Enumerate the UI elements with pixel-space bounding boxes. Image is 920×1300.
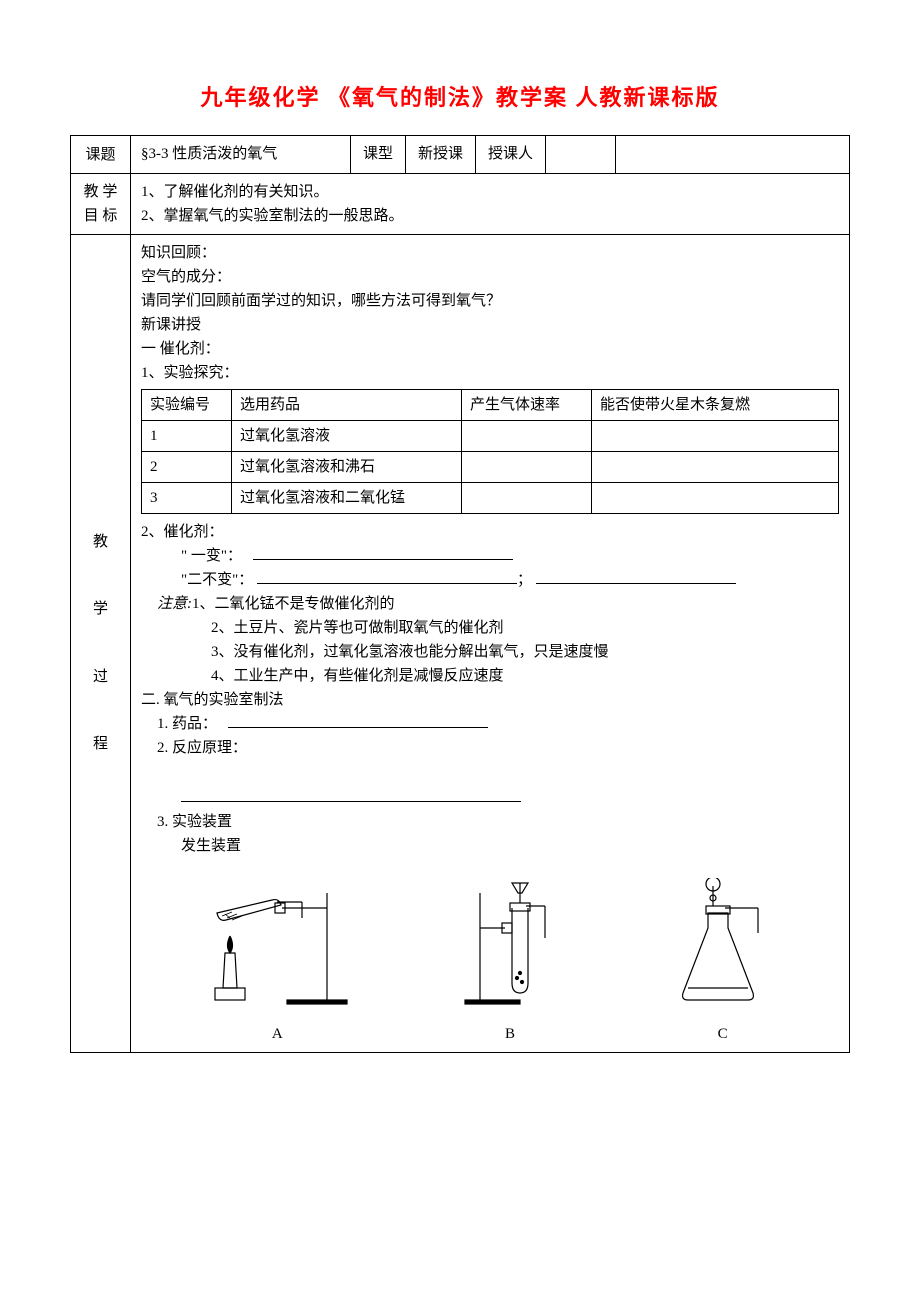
- th-3: 产生气体速率: [462, 390, 592, 421]
- device-b-label: B: [450, 1022, 570, 1046]
- page-title: 九年级化学 《氧气的制法》教学案 人教新课标版: [70, 80, 850, 115]
- device-heading: 3. 实验装置: [141, 810, 839, 834]
- blank-2: [257, 570, 517, 584]
- two-nochange-label: "二不变"：: [181, 572, 253, 588]
- device-sub: 发生装置: [141, 834, 839, 858]
- process-label: 教 学 过 程: [71, 235, 131, 1053]
- process-content: 知识回顾： 空气的成分： 请同学们回顾前面学过的知识，哪些方法可得到氧气？ 新课…: [131, 235, 850, 1053]
- note-4: 4、工业生产中，有些催化剂是减慢反应速度: [141, 664, 839, 688]
- device-c: C: [663, 878, 783, 1046]
- process-row: 教 学 过 程 知识回顾： 空气的成分： 请同学们回顾前面学过的知识，哪些方法可…: [71, 235, 850, 1053]
- goals-content: 1、了解催化剂的有关知识。 2、掌握氧气的实验室制法的一般思路。: [131, 174, 850, 235]
- goal-item-2: 2、掌握氧气的实验室制法的一般思路。: [141, 204, 839, 228]
- one-change-line: " 一变"：: [141, 544, 839, 568]
- device-b: B: [450, 878, 570, 1046]
- note-1: 1、二氧化锰不是专做催化剂的: [192, 596, 395, 612]
- review-heading: 知识回顾：: [141, 241, 839, 265]
- section1-heading: 一 催化剂：: [141, 337, 839, 361]
- note-2: 2、土豆片、瓷片等也可做制取氧气的催化剂: [141, 616, 839, 640]
- teacher-value-2: [616, 136, 850, 174]
- type-label: 课型: [351, 136, 406, 174]
- device-diagrams-row: A: [141, 878, 839, 1046]
- lesson-plan-table: 课题 §3-3 性质活泼的氧气 课型 新授课 授课人 教 学 目 标 1、了解催…: [70, 135, 850, 1053]
- table-row: 1 过氧化氢溶液: [142, 421, 839, 452]
- experiment-heading: 1、实验探究：: [141, 361, 839, 385]
- blank-1: [253, 546, 513, 560]
- two-nochange-line: "二不变"： ；: [141, 568, 839, 592]
- goal-item-1: 1、了解催化剂的有关知识。: [141, 180, 839, 204]
- section2-heading: 二. 氧气的实验室制法: [141, 688, 839, 712]
- note-3: 3、没有催化剂，过氧化氢溶液也能分解出氧气，只是速度慢: [141, 640, 839, 664]
- one-change-label: " 一变"：: [181, 548, 242, 564]
- principle-line: 2. 反应原理：: [141, 736, 839, 760]
- drugs-label: 1. 药品：: [157, 716, 217, 732]
- goals-label-b: 目 标: [81, 204, 120, 228]
- type-value: 新授课: [406, 136, 476, 174]
- th-4: 能否使带火星木条复燃: [592, 390, 839, 421]
- table-row: 2 过氧化氢溶液和沸石: [142, 452, 839, 483]
- catalyst-heading: 2、催化剂：: [141, 520, 839, 544]
- topic-value: §3-3 性质活泼的氧气: [131, 136, 351, 174]
- principle-blank: [141, 786, 839, 810]
- note-heading: 注意:: [157, 596, 192, 612]
- device-a-label: A: [197, 1022, 357, 1046]
- table-row: 3 过氧化氢溶液和二氧化锰: [142, 483, 839, 514]
- experiment-table: 实验编号 选用药品 产生气体速率 能否使带火星木条复燃 1 过氧化氢溶液 2 过…: [141, 389, 839, 514]
- apparatus-b-icon: [450, 878, 570, 1008]
- device-c-label: C: [663, 1022, 783, 1046]
- th-1: 实验编号: [142, 390, 232, 421]
- th-2: 选用药品: [232, 390, 462, 421]
- header-row: 课题 §3-3 性质活泼的氧气 课型 新授课 授课人: [71, 136, 850, 174]
- apparatus-c-icon: [663, 878, 783, 1008]
- blank-4: [228, 714, 488, 728]
- device-a: A: [197, 878, 357, 1046]
- goals-row: 教 学 目 标 1、了解催化剂的有关知识。 2、掌握氧气的实验室制法的一般思路。: [71, 174, 850, 235]
- drugs-line: 1. 药品：: [141, 712, 839, 736]
- teacher-value-1: [546, 136, 616, 174]
- apparatus-a-icon: [197, 878, 357, 1008]
- review-1: 空气的成分：: [141, 265, 839, 289]
- topic-label: 课题: [71, 136, 131, 174]
- goals-label: 教 学 目 标: [71, 174, 131, 235]
- goals-label-a: 教 学: [81, 180, 120, 204]
- notes-block: 注意:1、二氧化锰不是专做催化剂的: [141, 592, 839, 616]
- blank-3: [536, 570, 736, 584]
- new-heading: 新课讲授: [141, 313, 839, 337]
- teacher-label: 授课人: [476, 136, 546, 174]
- review-2: 请同学们回顾前面学过的知识，哪些方法可得到氧气？: [141, 289, 839, 313]
